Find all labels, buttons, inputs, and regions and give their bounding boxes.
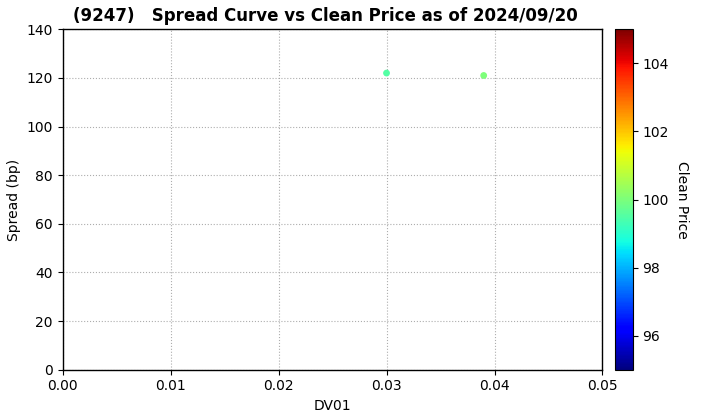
Y-axis label: Clean Price: Clean Price — [675, 161, 690, 239]
Y-axis label: Spread (bp): Spread (bp) — [7, 158, 21, 241]
Point — [478, 72, 490, 79]
Point — [381, 70, 392, 76]
Text: (9247)   Spread Curve vs Clean Price as of 2024/09/20: (9247) Spread Curve vs Clean Price as of… — [73, 7, 578, 25]
X-axis label: DV01: DV01 — [314, 399, 351, 413]
